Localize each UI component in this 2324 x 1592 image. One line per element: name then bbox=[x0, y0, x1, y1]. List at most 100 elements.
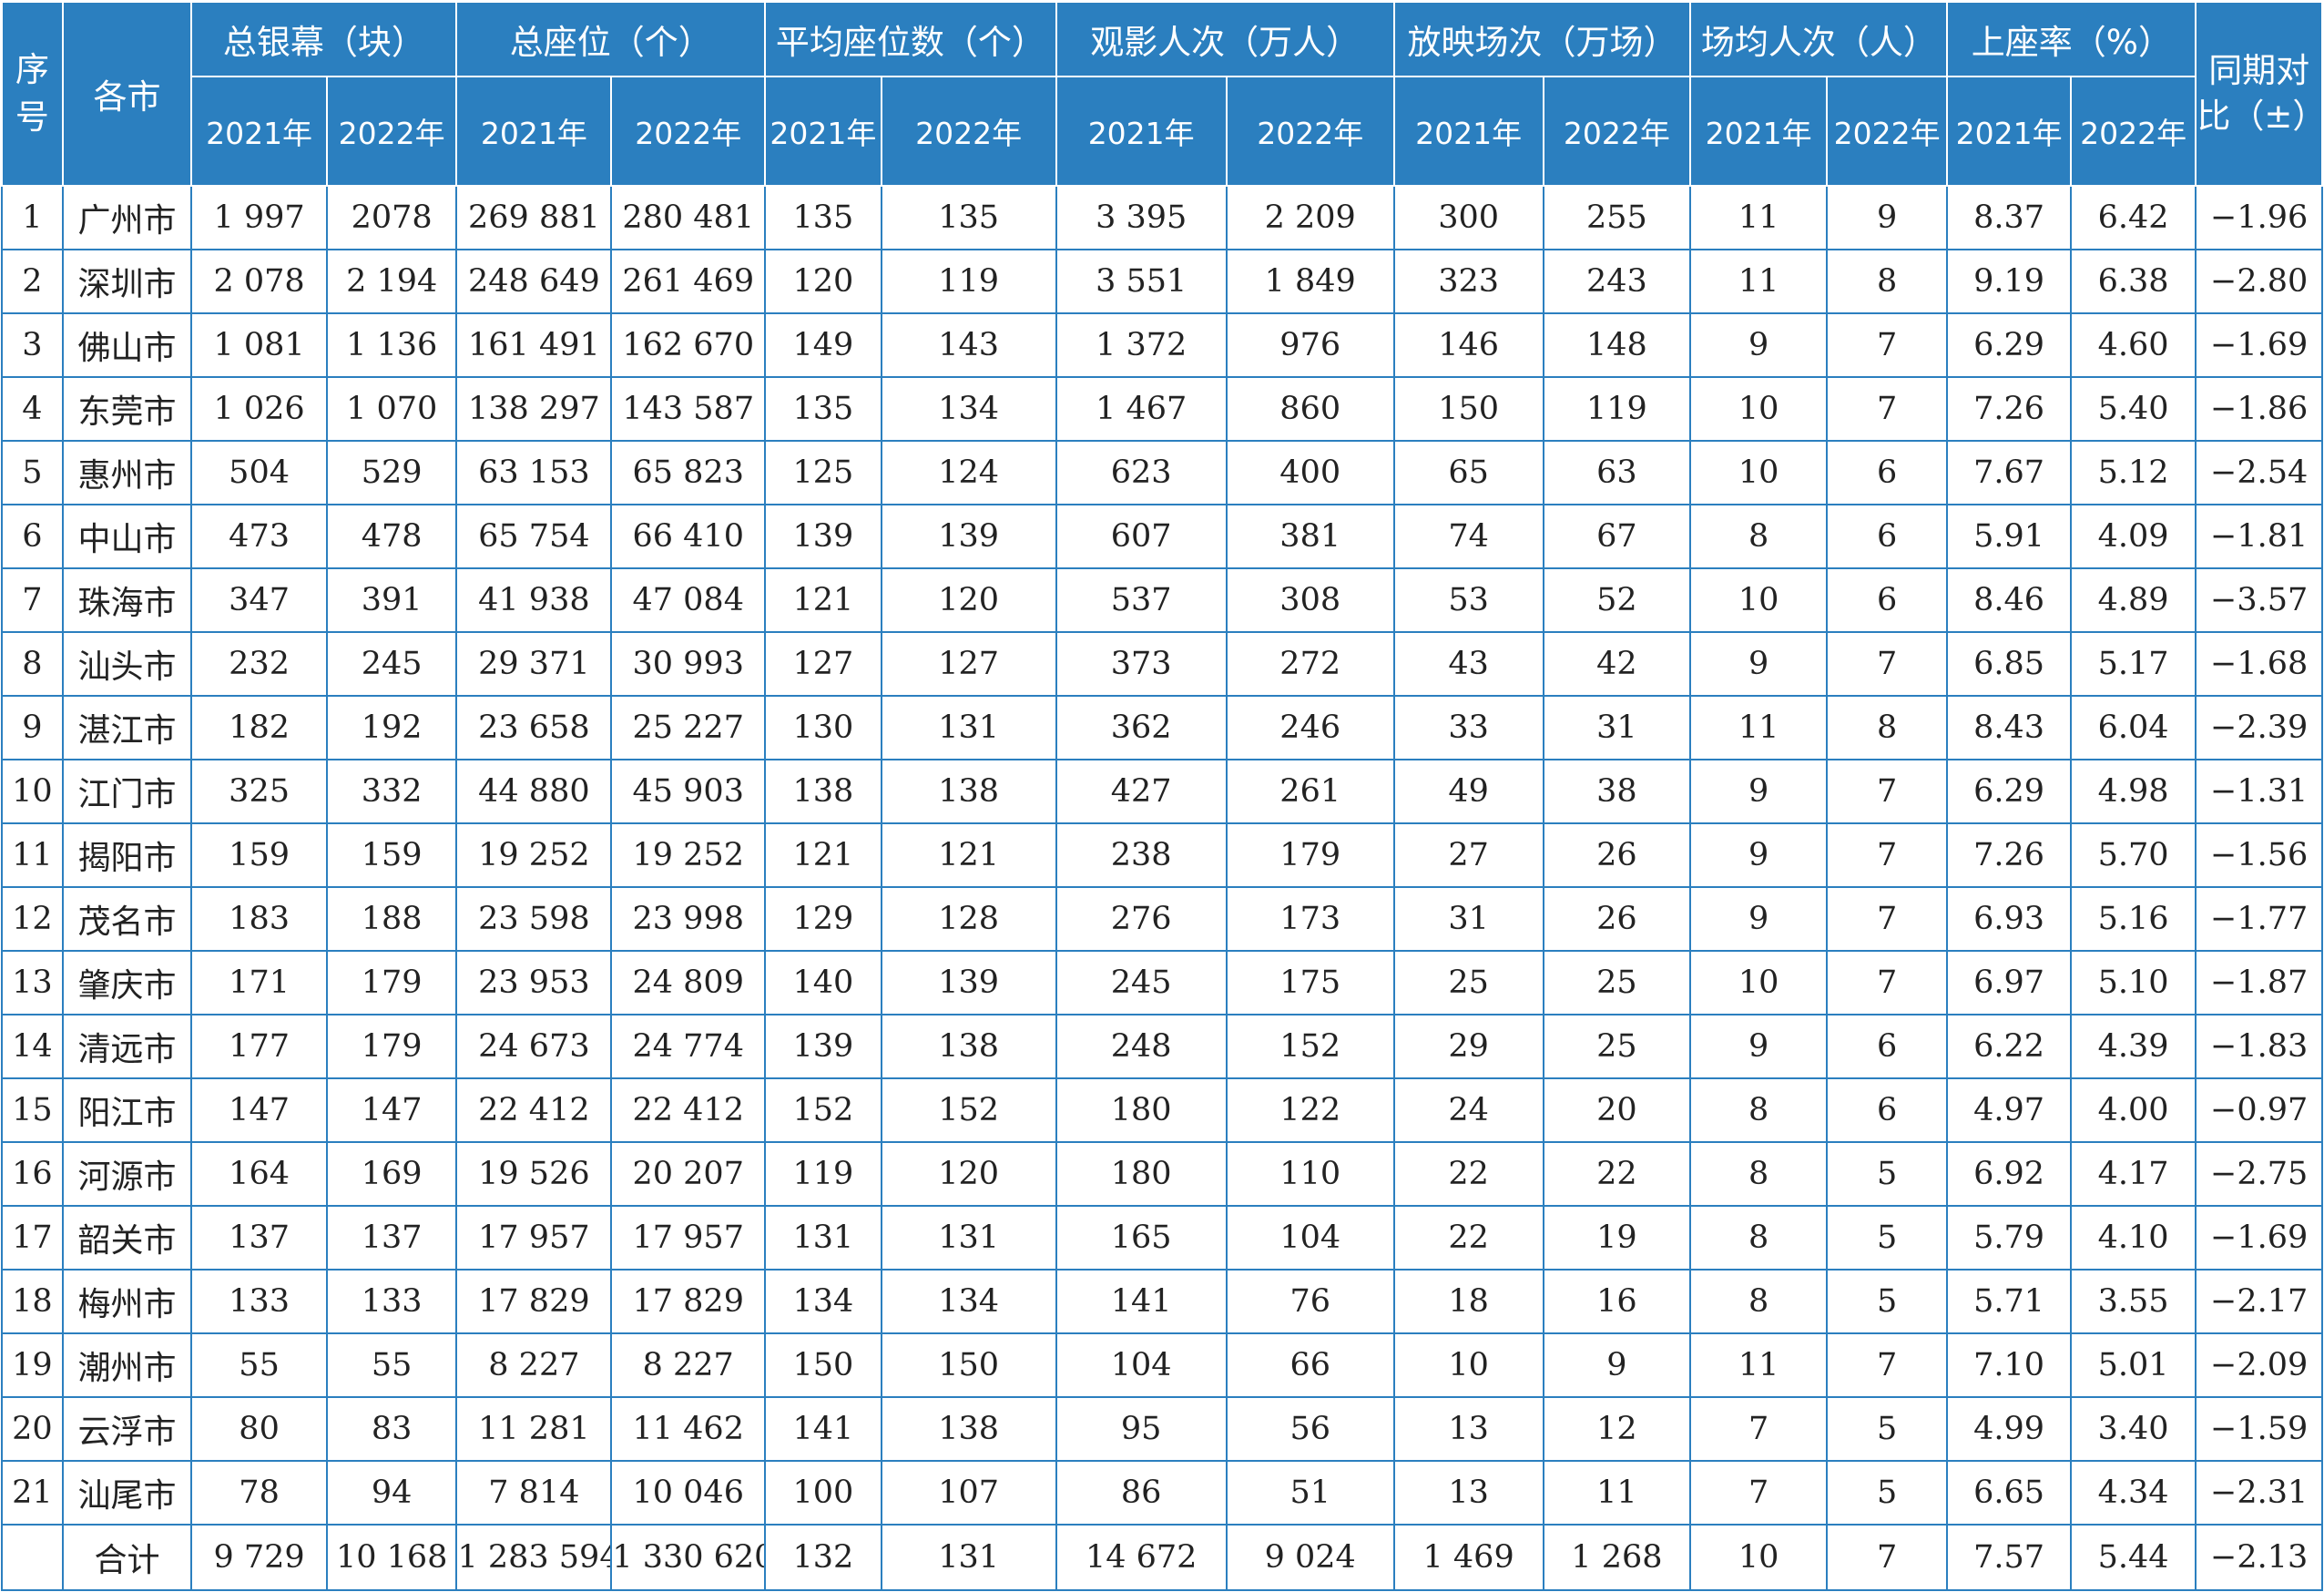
row-value-cell: 2 194 bbox=[325, 249, 458, 314]
header-group: 总银幕（块） bbox=[190, 1, 458, 77]
row-value-cell: 427 bbox=[1055, 759, 1228, 824]
row-value-cell: 51 bbox=[1225, 1460, 1395, 1526]
row-value-cell: 1 070 bbox=[325, 376, 458, 442]
row-value-cell: 94 bbox=[325, 1460, 458, 1526]
row-value-cell: 26 bbox=[1542, 886, 1692, 952]
row-value-cell: 135 bbox=[880, 185, 1057, 250]
row-seq-cell: 1 bbox=[1, 185, 64, 250]
row-value-cell: 173 bbox=[1225, 886, 1395, 952]
row-value-cell: 9 bbox=[1689, 822, 1828, 888]
row-seq-cell: 16 bbox=[1, 1141, 64, 1207]
row-value-cell: 5.79 bbox=[1946, 1205, 2072, 1271]
row-value-cell: 134 bbox=[880, 1269, 1057, 1334]
total-value-cell: 1 283 594 bbox=[455, 1524, 613, 1591]
row-seq-cell: 20 bbox=[1, 1396, 64, 1462]
header-group: 上座率（%） bbox=[1946, 1, 2197, 77]
table-row: 7 珠海市 347 391 41 938 47 084 121 120 537 308 53 52 10… bbox=[1, 567, 2323, 633]
row-value-cell: 478 bbox=[325, 504, 458, 569]
table-row: 18 梅州市 133 133 17 829 17 829 134 134 141 76 18 16 8 5… bbox=[1, 1269, 2323, 1334]
row-value-cell: −2.39 bbox=[2195, 695, 2323, 760]
row-value-cell: 4.34 bbox=[2069, 1460, 2197, 1526]
row-value-cell: 180 bbox=[1055, 1077, 1228, 1143]
table-row: 16 河源市 164 169 19 526 20 207 119 120 180 110 22 22 8… bbox=[1, 1141, 2323, 1207]
row-value-cell: 182 bbox=[190, 695, 328, 760]
row-value-cell: 10 bbox=[1689, 950, 1828, 1015]
row-value-cell: 134 bbox=[880, 376, 1057, 442]
row-value-cell: 104 bbox=[1055, 1332, 1228, 1398]
row-value-cell: 55 bbox=[190, 1332, 328, 1398]
row-value-cell: 137 bbox=[190, 1205, 328, 1271]
row-value-cell: 177 bbox=[190, 1014, 328, 1079]
row-value-cell: 1 849 bbox=[1225, 249, 1395, 314]
row-value-cell: 162 670 bbox=[610, 312, 767, 378]
row-value-cell: 149 bbox=[764, 312, 882, 378]
row-value-cell: 1 026 bbox=[190, 376, 328, 442]
row-value-cell: 245 bbox=[1055, 950, 1228, 1015]
row-value-cell: 7 bbox=[1689, 1460, 1828, 1526]
header-year-2022: 2022年 bbox=[1225, 76, 1395, 187]
row-value-cell: 362 bbox=[1055, 695, 1228, 760]
row-value-cell: 152 bbox=[764, 1077, 882, 1143]
row-value-cell: 147 bbox=[190, 1077, 328, 1143]
header-year-2022: 2022年 bbox=[1542, 76, 1692, 187]
row-value-cell: −2.17 bbox=[2195, 1269, 2323, 1334]
row-value-cell: −1.31 bbox=[2195, 759, 2323, 824]
row-value-cell: 78 bbox=[190, 1460, 328, 1526]
total-value-cell: 7 bbox=[1825, 1524, 1949, 1591]
row-value-cell: 9 bbox=[1825, 185, 1949, 250]
row-value-cell: 67 bbox=[1542, 504, 1692, 569]
row-value-cell: 4.99 bbox=[1946, 1396, 2072, 1462]
row-value-cell: 122 bbox=[1225, 1077, 1395, 1143]
row-value-cell: 5 bbox=[1825, 1396, 1949, 1462]
row-value-cell: 22 bbox=[1392, 1141, 1544, 1207]
row-value-cell: 139 bbox=[764, 504, 882, 569]
row-value-cell: 8 bbox=[1689, 504, 1828, 569]
row-value-cell: 95 bbox=[1055, 1396, 1228, 1462]
row-value-cell: 7 bbox=[1825, 886, 1949, 952]
row-seq-cell: 6 bbox=[1, 504, 64, 569]
row-value-cell: 381 bbox=[1225, 504, 1395, 569]
row-value-cell: 11 bbox=[1689, 1332, 1828, 1398]
row-value-cell: 139 bbox=[880, 504, 1057, 569]
row-value-cell: 860 bbox=[1225, 376, 1395, 442]
row-value-cell: 8 bbox=[1689, 1077, 1828, 1143]
row-value-cell: 537 bbox=[1055, 567, 1228, 633]
row-value-cell: 3.40 bbox=[2069, 1396, 2197, 1462]
row-value-cell: 243 bbox=[1542, 249, 1692, 314]
row-value-cell: 175 bbox=[1225, 950, 1395, 1015]
table-row: 8 汕头市 232 245 29 371 30 993 127 127 373 272 43 42 9 7… bbox=[1, 631, 2323, 697]
row-value-cell: −0.97 bbox=[2195, 1077, 2323, 1143]
row-value-cell: 119 bbox=[764, 1141, 882, 1207]
row-value-cell: 10 bbox=[1689, 376, 1828, 442]
row-value-cell: −1.69 bbox=[2195, 312, 2323, 378]
row-value-cell: −2.75 bbox=[2195, 1141, 2323, 1207]
row-value-cell: 52 bbox=[1542, 567, 1692, 633]
row-value-cell: 6.22 bbox=[1946, 1014, 2072, 1079]
row-value-cell: 65 754 bbox=[455, 504, 613, 569]
row-value-cell: 11 bbox=[1689, 249, 1828, 314]
row-value-cell: 127 bbox=[880, 631, 1057, 697]
row-value-cell: 152 bbox=[1225, 1014, 1395, 1079]
row-value-cell: 76 bbox=[1225, 1269, 1395, 1334]
row-value-cell: 8 bbox=[1689, 1141, 1828, 1207]
header-yoy: 同期对比（±） bbox=[2195, 1, 2323, 187]
row-value-cell: −1.87 bbox=[2195, 950, 2323, 1015]
row-value-cell: 131 bbox=[880, 695, 1057, 760]
row-value-cell: 66 bbox=[1225, 1332, 1395, 1398]
header-group: 观影人次（万人） bbox=[1055, 1, 1395, 77]
table-row: 10 江门市 325 332 44 880 45 903 138 138 427 261 49 38 9… bbox=[1, 759, 2323, 824]
total-value-cell: 9 024 bbox=[1225, 1524, 1395, 1591]
row-value-cell: 308 bbox=[1225, 567, 1395, 633]
row-value-cell: 19 252 bbox=[455, 822, 613, 888]
row-value-cell: 139 bbox=[764, 1014, 882, 1079]
row-value-cell: 7 bbox=[1825, 312, 1949, 378]
row-seq-cell: 14 bbox=[1, 1014, 64, 1079]
row-value-cell: 6 bbox=[1825, 1077, 1949, 1143]
table-row: 5 惠州市 504 529 63 153 65 823 125 124 623 400 65 63 10… bbox=[1, 440, 2323, 505]
row-value-cell: 8.37 bbox=[1946, 185, 2072, 250]
row-value-cell: 53 bbox=[1392, 567, 1544, 633]
header-year-2022: 2022年 bbox=[2069, 76, 2197, 187]
row-value-cell: 7 bbox=[1825, 759, 1949, 824]
row-value-cell: −1.77 bbox=[2195, 886, 2323, 952]
row-value-cell: 66 410 bbox=[610, 504, 767, 569]
